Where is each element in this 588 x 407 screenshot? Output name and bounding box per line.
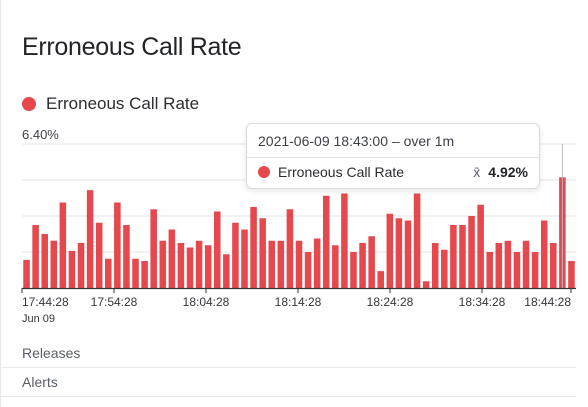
bar-chart[interactable]: 17:44:28 17:54:28 18:04:28 18:14:28 18:24:28… — [1, 130, 588, 330]
bar[interactable] — [350, 252, 357, 288]
legend-label: Erroneous Call Rate — [46, 94, 200, 113]
bar[interactable] — [123, 225, 130, 288]
bar[interactable] — [277, 240, 285, 288]
tooltip-series-label: Erroneous Call Rate — [278, 164, 405, 180]
bar[interactable] — [132, 258, 139, 288]
x-tick-label: 17:54:28 — [91, 295, 138, 309]
releases-label: Releases — [22, 345, 81, 361]
bar[interactable] — [232, 222, 239, 288]
bar[interactable] — [95, 222, 103, 288]
bar[interactable] — [377, 271, 385, 289]
bar[interactable] — [477, 204, 484, 288]
bar[interactable] — [77, 243, 85, 288]
bar[interactable] — [531, 252, 539, 288]
bar[interactable] — [295, 240, 303, 288]
bar[interactable] — [413, 193, 421, 289]
bar[interactable] — [23, 259, 30, 289]
bar[interactable] — [550, 243, 557, 288]
bar[interactable] — [431, 243, 439, 288]
bar[interactable] — [404, 220, 412, 289]
x-tick-label: 18:34:28 — [459, 295, 506, 309]
bar[interactable] — [268, 240, 276, 288]
bar[interactable] — [286, 209, 294, 288]
bar[interactable] — [441, 249, 448, 288]
bar[interactable] — [568, 261, 575, 288]
bar[interactable] — [386, 213, 394, 288]
alerts-label: Alerts — [22, 374, 58, 390]
chart-tooltip: 2021-06-09 18:43:00 – over 1m Erroneous … — [246, 123, 540, 189]
bar[interactable] — [150, 209, 157, 288]
tooltip-series-color-icon — [258, 166, 270, 178]
bar[interactable] — [304, 252, 312, 288]
tooltip-series-row: Erroneous Call Rate x̄ 4.92% — [258, 164, 528, 180]
bar[interactable] — [322, 195, 330, 288]
x-tick-label: 17:44:28 — [22, 295, 69, 309]
bar[interactable] — [513, 252, 521, 288]
alerts-row[interactable]: Alerts — [1, 368, 576, 397]
x-tick-label: 18:24:28 — [367, 295, 414, 309]
bar[interactable] — [41, 234, 48, 288]
bar[interactable] — [223, 254, 230, 288]
tooltip-header: 2021-06-09 18:43:00 – over 1m — [258, 133, 455, 149]
bar[interactable] — [359, 243, 366, 288]
bar[interactable] — [168, 229, 176, 289]
bar[interactable] — [313, 238, 321, 289]
bar[interactable] — [250, 207, 257, 288]
bar[interactable] — [195, 240, 203, 288]
x-date-label: Jun 09 — [22, 313, 55, 325]
bar[interactable] — [86, 190, 94, 288]
bar[interactable] — [213, 211, 221, 289]
bar[interactable] — [177, 243, 185, 288]
bar[interactable] — [341, 193, 348, 289]
y-axis-max-label: 6.40% — [22, 127, 59, 142]
releases-row[interactable]: Releases — [1, 339, 576, 368]
tooltip-value: 4.92% — [488, 164, 528, 180]
mean-icon: x̄ — [473, 164, 481, 180]
panel-title: Erroneous Call Rate — [22, 33, 242, 61]
bar[interactable] — [422, 281, 430, 288]
bar[interactable] — [186, 247, 194, 289]
bar[interactable] — [159, 240, 167, 288]
x-tick-label: 18:14:28 — [275, 295, 322, 309]
bar[interactable] — [59, 202, 67, 289]
bar[interactable] — [50, 240, 58, 288]
bar[interactable] — [141, 261, 148, 288]
x-tick-label: 18:44:28 — [524, 295, 571, 309]
x-tick-label: 18:04:28 — [183, 295, 230, 309]
bar[interactable] — [522, 240, 530, 288]
legend-item[interactable]: Erroneous Call Rate — [22, 94, 199, 114]
bar[interactable] — [368, 236, 375, 288]
bar[interactable] — [114, 202, 121, 289]
bar[interactable] — [68, 250, 76, 288]
bar[interactable] — [259, 218, 266, 288]
bar[interactable] — [32, 225, 39, 288]
bar[interactable] — [241, 229, 248, 289]
bar[interactable] — [540, 220, 548, 289]
bar[interactable] — [332, 245, 339, 288]
bar[interactable] — [395, 218, 403, 288]
bar[interactable] — [468, 216, 475, 288]
bar[interactable] — [504, 240, 512, 288]
bar[interactable] — [495, 243, 503, 288]
bar[interactable] — [105, 258, 112, 288]
bar[interactable] — [486, 252, 493, 288]
legend-color-icon — [22, 97, 36, 111]
tooltip-divider — [247, 157, 539, 158]
bar[interactable] — [450, 225, 457, 288]
bar[interactable] — [459, 225, 466, 288]
bar[interactable] — [204, 245, 212, 288]
